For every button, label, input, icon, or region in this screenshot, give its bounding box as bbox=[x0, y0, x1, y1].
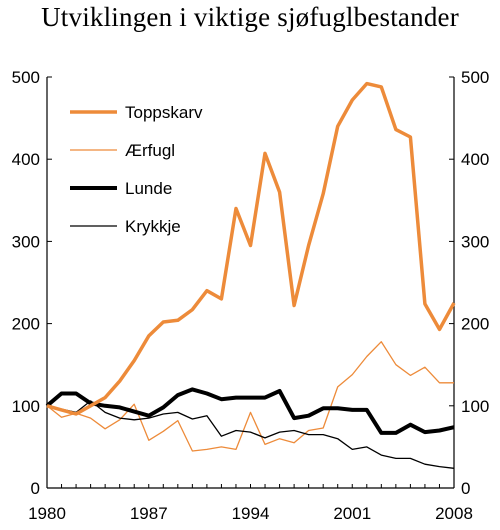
tick-labels: 0 0 100 100 200 200 300 300 400 400 500 500 1980 1987… bbox=[12, 68, 490, 523]
series-line-krykkje bbox=[46, 400, 455, 469]
axes bbox=[46, 76, 455, 489]
series-lines bbox=[45, 81, 456, 469]
y-tick-label-right: 500 bbox=[461, 68, 489, 87]
series-line-lunde bbox=[45, 387, 455, 435]
y-tick-label-left: 500 bbox=[12, 68, 40, 87]
y-tick-label-right: 400 bbox=[461, 150, 489, 169]
y-tick-label-left: 400 bbox=[12, 150, 40, 169]
series-line--rfugl bbox=[46, 341, 454, 452]
y-tick-label-right: 100 bbox=[461, 397, 489, 416]
y-tick-label-left: 0 bbox=[31, 479, 40, 498]
y-tick-label-left: 100 bbox=[12, 397, 40, 416]
legend-label: Ærfugl bbox=[125, 141, 175, 160]
y-tick-label-right: 300 bbox=[461, 232, 489, 251]
y-tick-label-left: 200 bbox=[12, 315, 40, 334]
x-tick-label: 2001 bbox=[333, 504, 371, 523]
legend-label: Krykkje bbox=[125, 217, 181, 236]
legend-label: Lunde bbox=[125, 179, 172, 198]
y-tick-label-left: 300 bbox=[12, 232, 40, 251]
x-tick-label: 1994 bbox=[232, 504, 270, 523]
x-tick-label: 1987 bbox=[130, 504, 168, 523]
y-tick-label-right: 0 bbox=[461, 479, 470, 498]
x-tick-label: 1980 bbox=[28, 504, 66, 523]
legend-label: Toppskarv bbox=[125, 103, 203, 122]
chart-title: Utviklingen i viktige sjøfuglbestander bbox=[41, 2, 459, 32]
x-tick-label: 2008 bbox=[435, 504, 473, 523]
legend: Toppskarv Ærfugl Lunde Krykkje bbox=[70, 103, 203, 236]
y-tick-label-right: 200 bbox=[461, 315, 489, 334]
series-line-toppskarv bbox=[46, 81, 456, 416]
